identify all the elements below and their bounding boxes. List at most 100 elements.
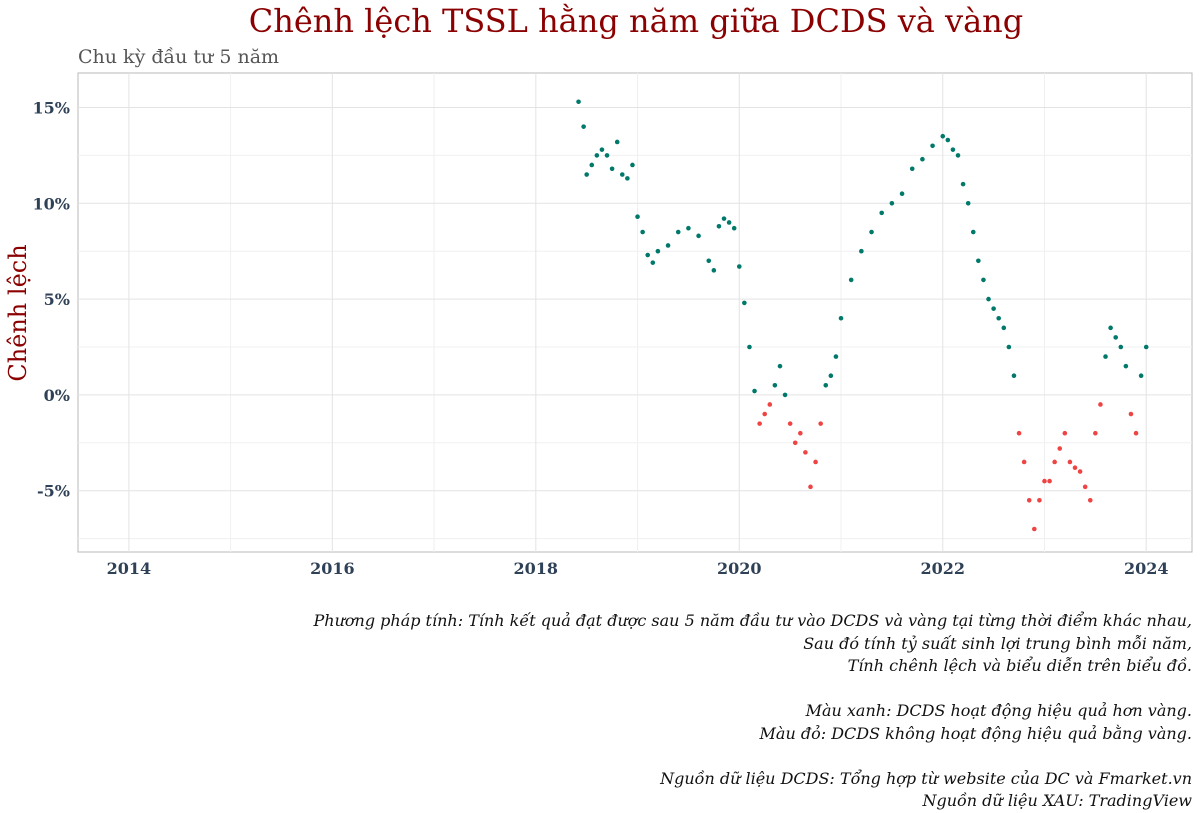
note-line: Tính chênh lệch và biểu diễn trên biểu đ… — [847, 656, 1192, 675]
data-point — [736, 264, 742, 269]
y-tick-label: 15% — [33, 98, 70, 117]
data-point — [1113, 335, 1118, 340]
data-point — [604, 153, 610, 158]
data-point — [1087, 497, 1093, 503]
data-point — [696, 233, 701, 239]
data-point — [813, 459, 818, 465]
x-tick-label: 2024 — [1124, 559, 1169, 578]
data-point — [1011, 373, 1017, 379]
x-tick-label: 2022 — [920, 559, 965, 578]
data-point — [589, 162, 595, 168]
methodology-notes: Phương pháp tính: Tính kết quả đạt được … — [314, 610, 1193, 813]
plot-frame — [77, 72, 1193, 553]
data-point — [1026, 497, 1032, 503]
y-tick-label: 5% — [44, 290, 70, 309]
data-point — [1016, 430, 1022, 436]
grid — [78, 73, 1192, 552]
data-point — [726, 220, 732, 225]
data-point — [747, 344, 752, 350]
data-point — [889, 200, 895, 206]
data-point — [711, 268, 717, 273]
data-point — [1067, 459, 1073, 465]
note-line: Nguồn dữ liệu XAU: TradingView — [922, 791, 1192, 810]
data-point — [920, 156, 925, 162]
data-point — [1098, 402, 1103, 407]
data-point — [859, 248, 864, 254]
data-point — [619, 172, 625, 177]
data-point — [706, 258, 712, 264]
data-point — [823, 383, 829, 388]
data-point — [803, 450, 808, 455]
data-point — [808, 484, 813, 490]
data-point — [782, 392, 788, 398]
data-point — [650, 260, 656, 265]
data-point — [1082, 484, 1088, 490]
data-point — [762, 411, 768, 417]
note-line: Màu đỏ: DCDS không hoạt động hiệu quả bằ… — [759, 723, 1192, 743]
data-point — [742, 300, 747, 306]
data-point — [828, 373, 834, 379]
data-point — [848, 277, 854, 283]
data-point — [1042, 478, 1047, 484]
data-point — [1037, 497, 1042, 503]
x-tick-label: 2014 — [107, 559, 152, 578]
data-point — [909, 166, 915, 172]
data-point — [1143, 344, 1149, 350]
data-point — [731, 225, 737, 231]
data-point — [576, 99, 581, 105]
data-point — [838, 315, 844, 321]
data-point — [1108, 325, 1113, 331]
data-point — [970, 229, 976, 235]
data-point — [965, 200, 971, 206]
data-point — [991, 306, 996, 311]
y-ticks: -5% 0% 5% 10% 15% — [33, 98, 70, 500]
data-point — [1047, 478, 1052, 484]
data-point — [1133, 430, 1139, 436]
y-tick-label: 10% — [33, 194, 70, 213]
data-point — [960, 181, 966, 187]
data-point — [1128, 411, 1134, 417]
x-tick-label: 2020 — [717, 559, 762, 578]
data-point — [955, 153, 961, 158]
note-line: Sau đó tính tỷ suất sinh lợi trung bình … — [803, 633, 1192, 653]
chart-subtitle: Chu kỳ đầu tư 5 năm — [78, 46, 280, 68]
data-point — [1072, 465, 1078, 470]
data-point — [869, 229, 874, 235]
data-point — [981, 277, 986, 283]
data-point — [1138, 373, 1144, 379]
note-spacer — [314, 678, 1193, 701]
data-point — [1093, 430, 1098, 436]
data-point — [645, 252, 651, 258]
x-tick-label: 2016 — [310, 559, 355, 578]
data-point — [945, 137, 951, 143]
data-point — [833, 354, 839, 359]
data-point — [716, 223, 722, 229]
note-line: Nguồn dữ liệu DCDS: Tổng hợp từ website … — [660, 768, 1192, 788]
data-point — [818, 421, 823, 426]
y-tick-label: -5% — [37, 482, 70, 501]
data-point — [767, 402, 773, 407]
chart-title: Chênh lệch TSSL hằng năm giữa DCDS và và… — [248, 2, 1024, 40]
data-point — [625, 176, 630, 181]
data-point — [930, 143, 935, 149]
data-point — [879, 210, 885, 216]
data-point — [798, 430, 803, 436]
data-point — [686, 225, 691, 231]
data-point — [1021, 459, 1027, 465]
x-tick-label: 2018 — [514, 559, 559, 578]
data-point — [614, 139, 620, 145]
data-point — [986, 296, 991, 302]
data-point — [640, 229, 645, 235]
note-line: Màu xanh: DCDS hoạt động hiệu quả hơn và… — [805, 701, 1192, 720]
data-point — [635, 214, 640, 219]
data-point — [1052, 459, 1057, 465]
data-point — [581, 124, 586, 129]
data-point — [594, 153, 600, 158]
data-point — [996, 315, 1002, 321]
data-point — [940, 133, 946, 139]
data-point — [752, 388, 757, 394]
data-point — [1006, 344, 1012, 350]
note-line: Phương pháp tính: Tính kết quả đạt được … — [313, 611, 1193, 630]
data-point — [976, 258, 981, 264]
data-point — [1123, 363, 1129, 369]
